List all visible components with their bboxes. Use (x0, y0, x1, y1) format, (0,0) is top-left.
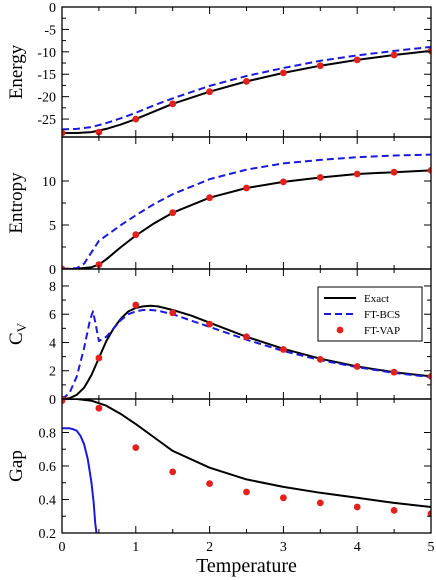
x-tick-label: 3 (280, 540, 287, 555)
data-point-ft-vap (206, 194, 214, 202)
data-point-ft-vap (427, 510, 431, 518)
data-point-ft-vap (390, 168, 398, 176)
y-axis-title: CV (6, 322, 29, 345)
data-point-ft-vap (280, 69, 287, 77)
data-point-ft-vap (62, 129, 66, 137)
data-point-ft-vap (62, 399, 66, 405)
data-point-ft-vap (353, 170, 361, 178)
data-point-ft-vap (95, 404, 103, 412)
y-tick-label: -10 (37, 46, 56, 61)
data-point-ft-vap (427, 167, 431, 174)
y-tick-label: -25 (37, 113, 56, 128)
y-axis-title-subscript: V (14, 322, 29, 332)
y-tick-label: 2 (49, 365, 56, 380)
y-tick-label: 10 (42, 175, 56, 190)
legend: Exact FT-BCS FT-VAP (317, 286, 423, 342)
y-tick-label: 0 (49, 1, 56, 16)
data-point-ft-vap (62, 265, 66, 269)
x-tick-label: 4 (354, 540, 361, 555)
panel-3-frame (61, 398, 432, 534)
x-tick-label: 5 (428, 540, 435, 555)
data-point-ft-vap (243, 184, 250, 192)
x-tick-label: 0 (59, 540, 66, 555)
x-tick-label: 1 (132, 540, 139, 555)
data-point-ft-vap (206, 88, 214, 96)
x-axis-title: Temperature (196, 555, 297, 577)
data-point-ft-vap (280, 178, 287, 186)
y-tick-label: 5 (49, 219, 56, 234)
panel-2: 0 2 4 6 8 CV Exact FT-BCS FT-VAP (6, 268, 432, 408)
data-point-ft-vap (353, 363, 361, 370)
data-point-ft-vap (243, 488, 250, 496)
x-tick-label: 2 (206, 540, 213, 555)
y-tick-label: 0.6 (39, 460, 57, 475)
data-point-ft-vap (427, 373, 431, 380)
y-tick-label: -20 (37, 91, 56, 106)
panel-3-series (62, 399, 431, 533)
data-point-ft-vap (390, 51, 398, 59)
panel-1-series (62, 153, 431, 269)
series-line-ft-bcs (62, 427, 98, 533)
data-point-ft-vap (132, 231, 140, 239)
data-point-ft-vap (62, 395, 66, 399)
y-axis-title: Entropy (6, 172, 27, 234)
series-line-exact (62, 304, 431, 399)
y-tick-label: -5 (44, 23, 56, 38)
y-tick-label: -15 (37, 68, 56, 83)
y-tick-label: 8 (49, 280, 56, 295)
series-line-ft-bcs (62, 45, 431, 131)
legend-marker-ft-vap (336, 326, 344, 334)
data-point-ft-vap (316, 62, 324, 70)
series-line-exact (62, 169, 431, 269)
data-point-ft-vap (169, 468, 177, 476)
panel-0: 0 -5 -10 -15 -20 -25 Energy (6, 1, 432, 138)
panel-0-frame (61, 6, 432, 138)
y-tick-label: 0 (49, 393, 56, 408)
data-point-ft-vap (316, 356, 324, 363)
data-point-ft-vap (243, 333, 250, 341)
data-point-ft-vap (169, 100, 177, 108)
legend-label-ft-vap: FT-VAP (364, 325, 400, 337)
legend-label-ft-bcs: FT-BCS (364, 309, 400, 321)
data-point-ft-vap (132, 115, 140, 123)
series-line-exact (62, 399, 431, 508)
data-point-ft-vap (280, 346, 287, 353)
y-tick-label: 0.4 (39, 494, 57, 509)
data-point-ft-vap (95, 261, 103, 268)
data-point-ft-vap (95, 354, 103, 362)
data-point-ft-vap (132, 444, 140, 451)
y-tick-label: 0.8 (39, 427, 57, 442)
panel-3: 0.2 0.4 0.6 0.8 Gap 0 1 2 3 4 5 Temperature (6, 398, 435, 577)
data-point-ft-vap (390, 368, 398, 376)
data-point-ft-vap (132, 301, 140, 309)
series-line-exact (62, 49, 431, 134)
data-point-ft-vap (316, 174, 324, 181)
data-point-ft-vap (206, 480, 214, 487)
legend-label-exact: Exact (364, 293, 389, 305)
y-axis-title: Energy (6, 44, 27, 99)
panel-0-series (62, 45, 431, 137)
data-point-ft-vap (353, 56, 361, 64)
y-axis-title: Gap (6, 450, 27, 482)
data-point-ft-vap (280, 494, 287, 502)
y-tick-label: 0.2 (39, 527, 57, 542)
data-point-ft-vap (353, 503, 361, 511)
data-point-ft-vap (169, 309, 177, 317)
panel-2-series (62, 301, 431, 399)
y-tick-label: 6 (49, 308, 56, 323)
data-point-ft-vap (95, 128, 103, 136)
y-tick-label: 4 (49, 336, 56, 351)
panel-1: 0 5 10 Entropy (6, 136, 432, 278)
data-point-ft-vap (206, 320, 214, 328)
data-point-ft-vap (169, 209, 177, 217)
series-line-ft-bcs (62, 153, 431, 269)
data-point-ft-vap (316, 499, 324, 507)
data-point-ft-vap (427, 47, 431, 55)
data-point-ft-vap (390, 507, 398, 514)
data-point-ft-vap (243, 78, 250, 85)
y-tick-label: 0 (49, 263, 56, 278)
